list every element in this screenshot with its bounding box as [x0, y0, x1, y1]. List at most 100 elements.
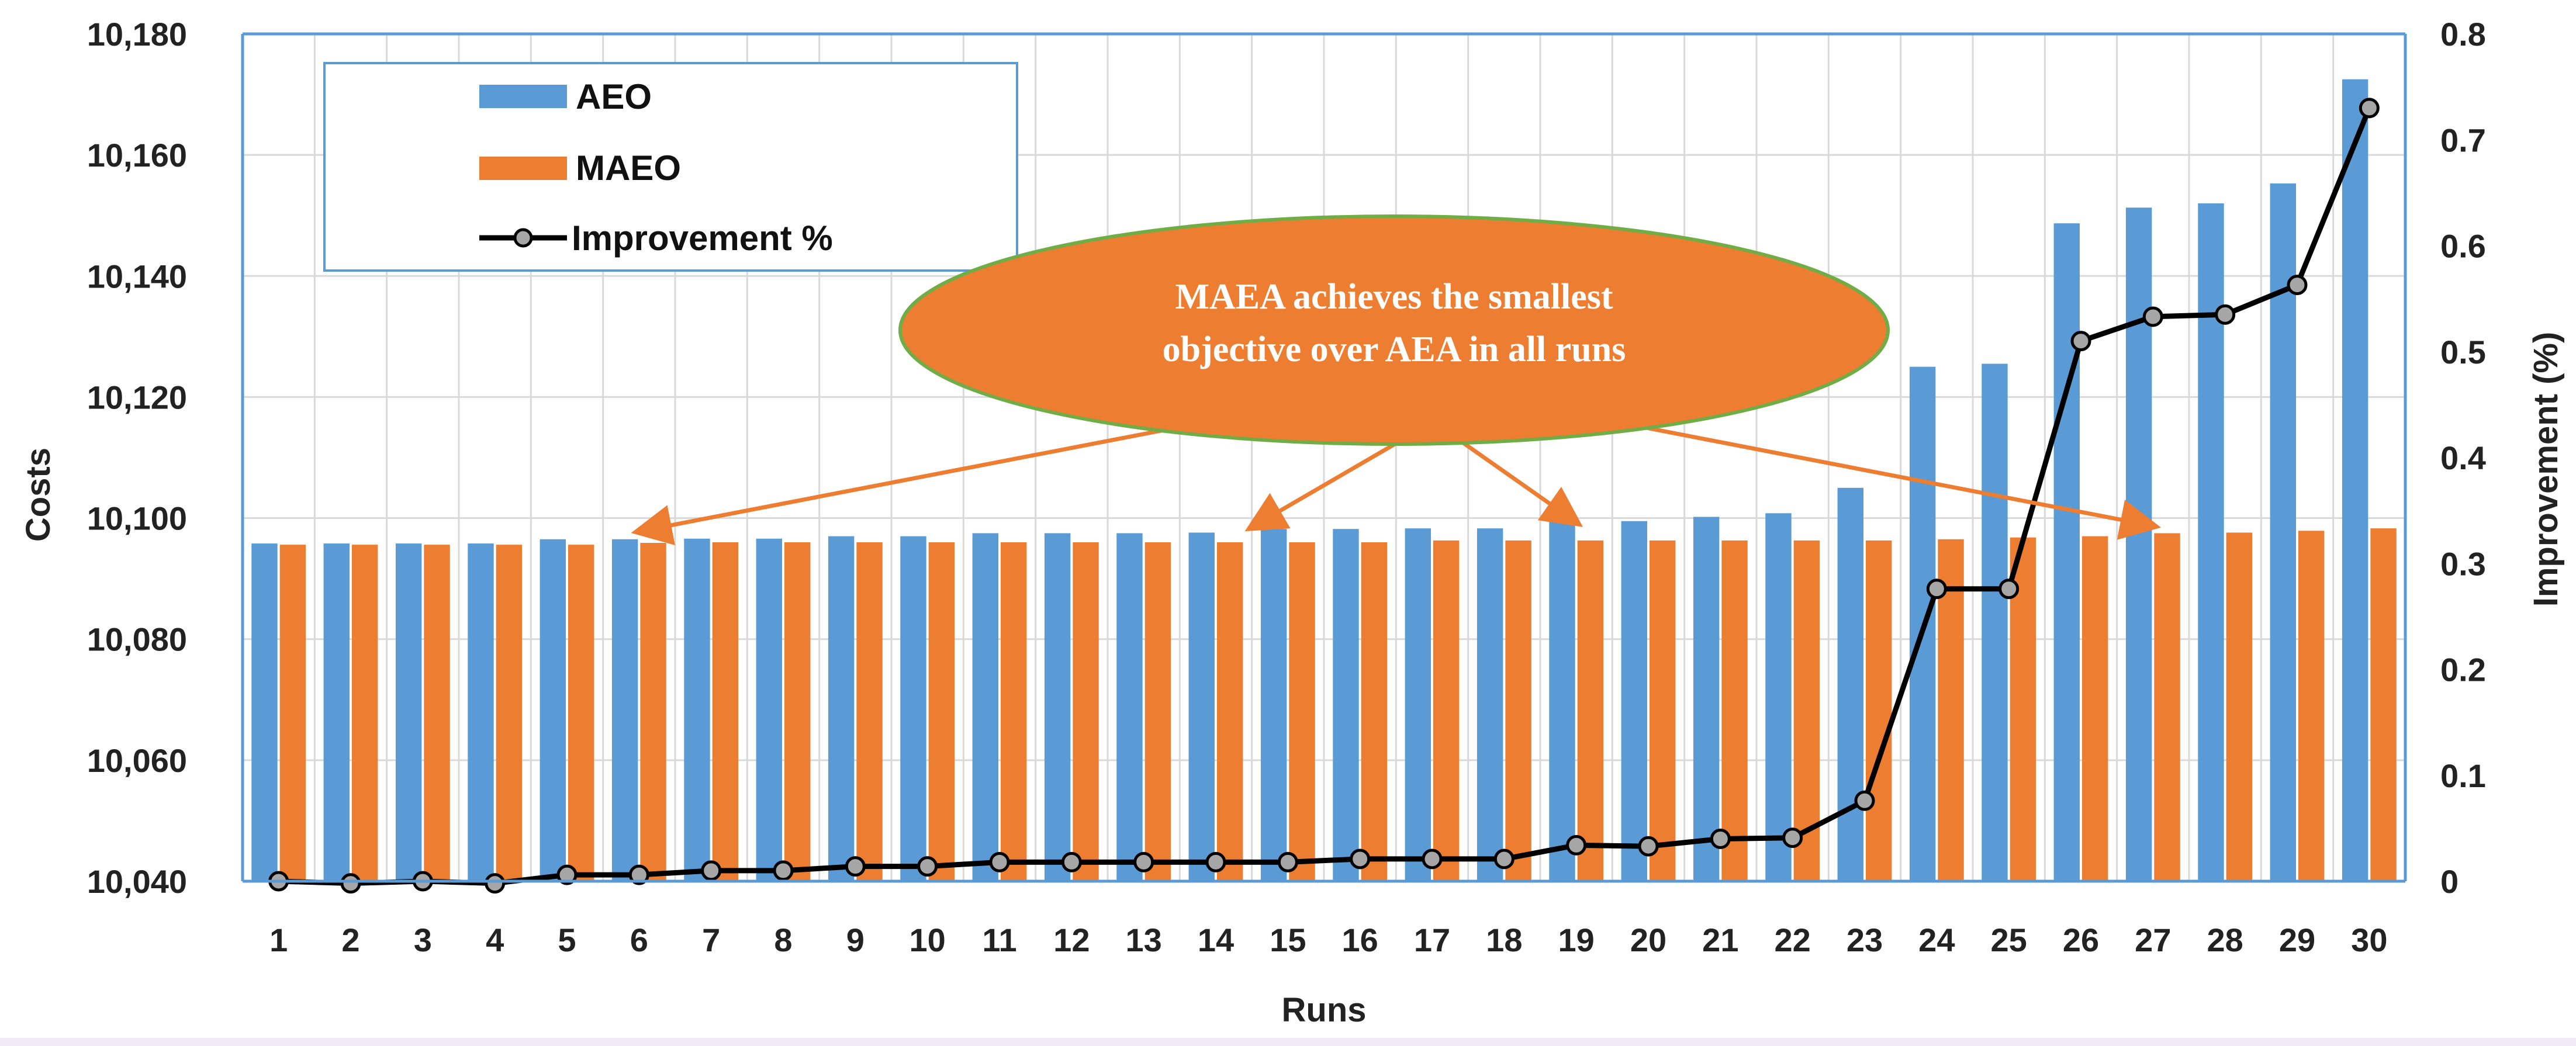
bar-aeo	[2053, 223, 2080, 881]
bar-maeo	[2226, 532, 2253, 881]
x-tick-label: 11	[982, 922, 1016, 958]
bar-aeo	[1693, 517, 1720, 881]
bar-maeo	[424, 545, 450, 881]
x-tick-label: 9	[846, 922, 865, 958]
bar-aeo	[395, 543, 422, 881]
bar-maeo	[1866, 540, 1892, 881]
improvement-point	[2359, 98, 2380, 119]
x-tick-label: 16	[1342, 922, 1378, 958]
improvement-point	[2070, 331, 2091, 352]
bar-maeo	[2082, 536, 2108, 881]
y-tick-label: 10,140	[87, 258, 187, 295]
bar-maeo	[1144, 542, 1171, 881]
callout-arrows	[631, 415, 2162, 546]
bar-maeo	[1217, 542, 1243, 881]
y2-tick-label: 0	[2440, 863, 2459, 900]
x-tick-label: 19	[1558, 922, 1595, 958]
axis-layer: 10,040 10,060 10,080 10,100 10,120 10,140 10,1…	[19, 16, 2565, 1029]
callout-arrow	[1457, 438, 1583, 527]
improvement-point	[556, 864, 578, 885]
x-tick-label: 5	[558, 922, 576, 958]
bar-aeo	[323, 543, 350, 881]
x-tick-label: 6	[630, 922, 648, 958]
legend-marker-improvement	[513, 228, 533, 248]
y2-tick-label: 0.1	[2440, 757, 2486, 794]
legend-label-maeo: MAEO	[576, 148, 681, 188]
improvement-point	[989, 851, 1010, 872]
bar-maeo	[1361, 542, 1388, 881]
bar-aeo	[2198, 203, 2224, 881]
bar-aeo	[1477, 528, 1503, 881]
improvement-point	[2215, 304, 2236, 325]
x-tick-label: 29	[2279, 922, 2315, 958]
y2-tick-label: 0.7	[2440, 122, 2486, 158]
y-tick-label: 10,060	[87, 742, 187, 779]
improvement-point	[1638, 836, 1659, 857]
x-tick-label: 25	[1991, 922, 2027, 958]
bar-aeo	[1044, 533, 1071, 881]
bar-maeo	[1289, 542, 1315, 881]
y2-tick-label: 0.4	[2440, 439, 2486, 476]
x-tick-label: 7	[702, 922, 720, 958]
line-layer	[268, 98, 2380, 894]
y2-tick-label: 0.5	[2440, 334, 2486, 370]
bar-aeo	[1405, 528, 1431, 881]
y2-tick-label: 0.3	[2440, 545, 2486, 582]
y2-axis-title: Improvement (%)	[2527, 332, 2565, 607]
improvement-point	[1710, 829, 1731, 849]
bar-aeo	[1621, 521, 1647, 881]
bar-maeo	[1073, 542, 1099, 881]
improvement-point	[628, 864, 649, 885]
improvement-point	[2142, 306, 2163, 327]
bar-aeo	[540, 539, 566, 881]
y-tick-label: 10,160	[87, 137, 187, 174]
bar-maeo	[1721, 540, 1748, 881]
bar-aeo	[900, 536, 926, 881]
improvement-point	[1998, 579, 2020, 600]
callout-text-line-1: MAEA achieves the smallest	[1175, 277, 1613, 317]
improvement-point	[485, 873, 506, 894]
bar-maeo	[568, 545, 594, 881]
bar-maeo	[856, 542, 883, 881]
improvement-point	[845, 856, 866, 877]
callout-arrow	[1244, 437, 1404, 532]
bar-maeo	[2154, 533, 2180, 881]
bar-aeo	[756, 538, 782, 881]
legend-label-improvement: Improvement %	[572, 219, 833, 258]
improvement-point	[1205, 851, 1226, 872]
x-tick-label: 30	[2351, 922, 2387, 958]
x-tick-label: 4	[486, 922, 504, 958]
bar-maeo	[1433, 540, 1460, 881]
x-tick-label: 22	[1775, 922, 1811, 958]
bar-aeo	[1333, 529, 1359, 881]
x-tick-label: 18	[1486, 922, 1522, 958]
x-tick-label: 24	[1918, 922, 1955, 958]
x-tick-label: 12	[1053, 922, 1090, 958]
improvement-point	[701, 860, 722, 881]
y-axis-title: Costs	[19, 448, 57, 542]
improvement-point	[1061, 851, 1082, 872]
legend-label-aeo: AEO	[576, 77, 652, 116]
legend-frame	[323, 62, 1018, 272]
improvement-point	[1277, 851, 1298, 872]
improvement-point	[1566, 834, 1587, 855]
bar-aeo	[1982, 363, 2008, 881]
x-tick-label: 27	[2135, 922, 2171, 958]
legend-swatch-aeo	[479, 85, 567, 108]
y-tick-label: 10,120	[87, 379, 187, 415]
x-tick-label: 28	[2207, 922, 2243, 958]
y-tick-label: 10,100	[87, 500, 187, 537]
legend-swatch-maeo	[479, 157, 567, 180]
x-tick-label: 26	[2063, 922, 2099, 958]
bar-aeo	[1116, 533, 1143, 881]
bar-maeo	[784, 542, 811, 881]
bar-maeo	[352, 545, 378, 881]
bar-aeo	[1837, 487, 1863, 881]
callout: MAEA achieves the smallest objective ove…	[631, 214, 2162, 546]
bar-aeo	[2270, 183, 2296, 882]
improvement-point	[1133, 851, 1154, 872]
callout-ellipse	[898, 214, 1890, 446]
y2-tick-label: 0.2	[2440, 652, 2486, 688]
callout-arrow	[631, 415, 1228, 546]
